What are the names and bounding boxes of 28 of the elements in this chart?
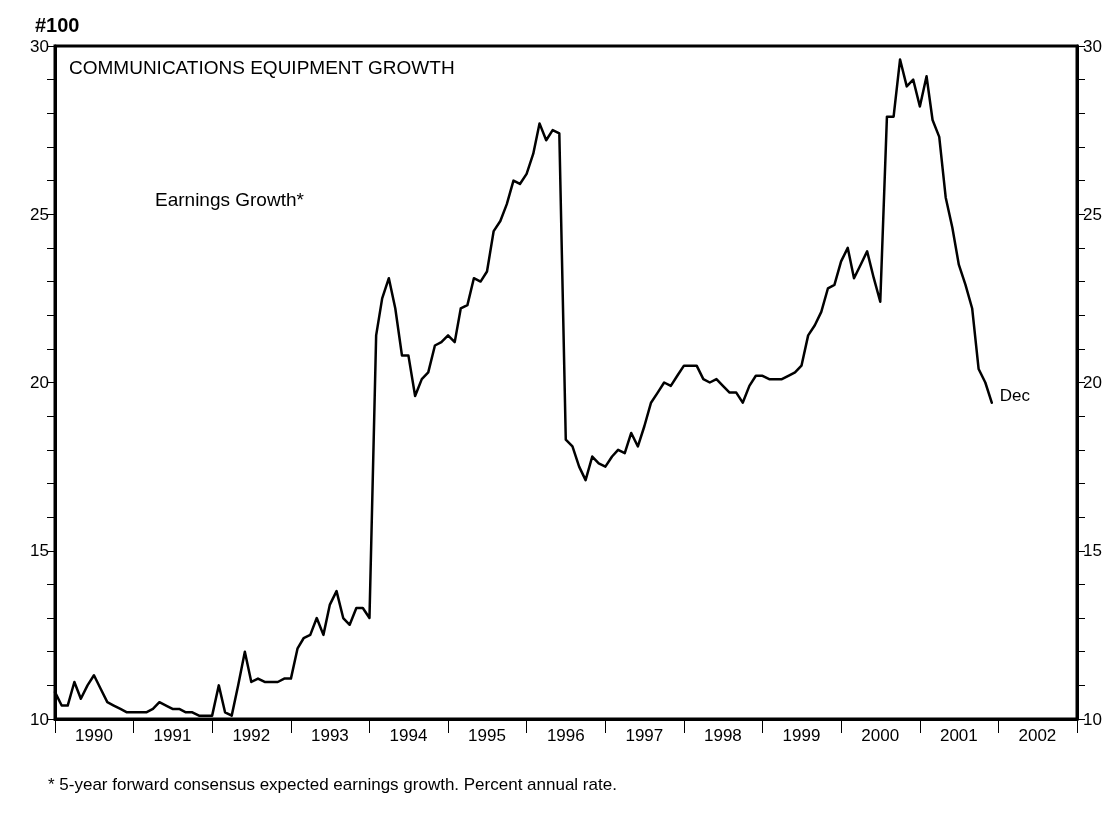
x-tick-label: 1992 — [232, 726, 271, 745]
y2-tick-label: 15 — [1083, 541, 1102, 561]
text: COMMUNICATIONS EQUIPMENT GROWTH — [69, 57, 455, 78]
annotation: Dec — [999, 385, 1031, 405]
chart-title: #100 — [35, 14, 80, 36]
text: * 5-year forward consensus expected earnings growth. Percent annual rate. — [48, 775, 617, 794]
x-tick-label: 1996 — [546, 726, 585, 745]
y-tick-label: 10 — [30, 709, 49, 729]
y-tick-label: 20 — [30, 373, 49, 392]
x-tick-label: 2000 — [861, 726, 900, 745]
text: Earnings Growth* — [155, 189, 305, 210]
x-tick-label: 1991 — [153, 726, 192, 745]
y-tick-label: 30 — [30, 36, 49, 56]
x-tick-label: 1995 — [468, 726, 506, 745]
x-tick-label: 1998 — [704, 726, 742, 745]
x-tick-label: 1993 — [310, 726, 349, 745]
y-tick-label: 25 — [30, 204, 49, 224]
x-tick-label: 2002 — [1018, 726, 1057, 745]
x-tick-label: 1997 — [625, 726, 664, 745]
x-tick-label: 1999 — [782, 726, 821, 745]
y2-tick-label: 20 — [1083, 373, 1102, 392]
x-tick-label: 2001 — [939, 726, 978, 745]
y2-tick-label: 25 — [1083, 204, 1102, 224]
y2-tick-label: 10 — [1083, 709, 1102, 729]
x-tick-label: 1994 — [389, 726, 428, 745]
x-tick-label: 1990 — [75, 726, 113, 745]
y2-tick-label: 30 — [1083, 36, 1102, 56]
y-tick-label: 15 — [30, 541, 49, 561]
